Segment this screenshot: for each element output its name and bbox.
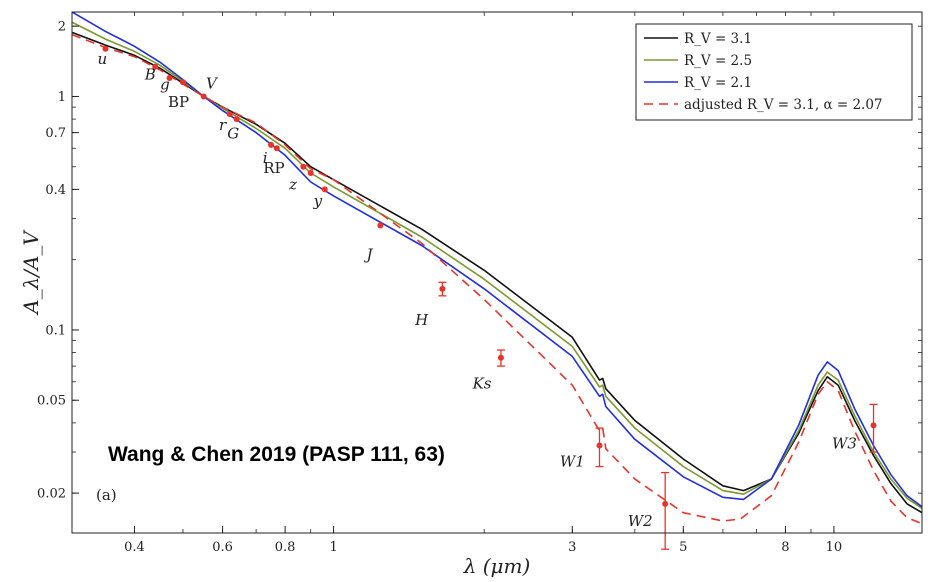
band-label-z: z xyxy=(288,175,297,193)
legend-box xyxy=(635,23,913,121)
measurement-point-H-13 xyxy=(439,285,446,292)
measurement-point-BP-3 xyxy=(179,79,186,86)
legend-label-4: adjusted R_V = 3.1, α = 2.07 xyxy=(684,97,883,113)
band-label-V: V xyxy=(206,75,219,93)
plot-frame xyxy=(71,11,923,534)
legend-label-3: R_V = 2.1 xyxy=(684,75,752,91)
measurement-point-u-0 xyxy=(102,45,109,52)
measurement-point-r-5 xyxy=(226,111,233,118)
panel-label: (a) xyxy=(96,486,117,504)
x-tick-label: 10 xyxy=(826,540,843,555)
measurement-point-i-7 xyxy=(268,141,275,148)
x-tick-label: 0.4 xyxy=(124,540,145,555)
measurement-point-B-1 xyxy=(152,63,159,70)
y-tick-label: 0.7 xyxy=(45,126,66,141)
measurement-point-W2-16 xyxy=(662,500,669,507)
band-label-g: g xyxy=(160,76,170,94)
measurement-point-Ks-14 xyxy=(497,354,504,361)
band-label-u: u xyxy=(98,50,108,68)
measurement-point-W1-15 xyxy=(596,442,603,449)
x-tick-label: 3 xyxy=(568,540,576,555)
band-label-r: r xyxy=(219,116,227,134)
legend-label-1: R_V = 3.1 xyxy=(684,31,752,47)
measurement-point-z-9 xyxy=(300,163,307,170)
band-label-B: B xyxy=(144,66,156,84)
measurement-point-g-2 xyxy=(166,74,173,81)
band-label-Ks: Ks xyxy=(472,375,492,393)
measurement-point-y-11 xyxy=(321,186,328,193)
measurement-point-V-4 xyxy=(200,93,207,100)
y-tick-label: 0.05 xyxy=(37,394,66,409)
legend: R_V = 3.1 R_V = 2.5 R_V = 2.1 adjusted R_V … xyxy=(635,23,913,121)
measurement-points xyxy=(102,45,878,550)
band-label-W2: W2 xyxy=(628,512,653,530)
measurement-point-J-12 xyxy=(377,222,384,229)
band-label-G: G xyxy=(227,125,239,143)
band-label-i: i xyxy=(263,149,268,167)
band-label-y: y xyxy=(313,192,323,210)
measurement-point-RP-8 xyxy=(273,145,280,152)
band-label-H: H xyxy=(414,311,429,329)
x-tick-label: 1 xyxy=(329,540,337,555)
x-tick-label: 0.8 xyxy=(275,540,296,555)
x-tick-label: 0.6 xyxy=(212,540,233,555)
y-axis-label: A_λ/A_V xyxy=(19,229,43,316)
axes: 0.4 0.6 0.8 1 3 5 8 10 0.02 0.05 0.1 0.4 0.7 1 2 xyxy=(37,11,923,555)
band-label-BP: BP xyxy=(168,93,189,111)
x-axis-label: λ (μm) xyxy=(463,554,531,578)
y-tick-label: 2 xyxy=(58,20,66,35)
x-tick-label: 5 xyxy=(679,540,687,555)
y-tick-label: 1 xyxy=(58,90,66,105)
y-tick-label: 0.4 xyxy=(45,183,66,198)
measurement-point-G-6 xyxy=(233,116,240,123)
x-tick-label: 8 xyxy=(781,540,789,555)
band-label-W3: W3 xyxy=(832,435,857,453)
source-annotation: Wang & Chen 2019 (PASP 111, 63) xyxy=(108,443,445,466)
measurement-point-z-10 xyxy=(307,170,314,177)
y-tick-label: 0.1 xyxy=(45,323,66,338)
measurement-point-W3-17 xyxy=(870,422,877,429)
band-label-W1: W1 xyxy=(560,453,585,471)
band-label-J: J xyxy=(364,246,374,264)
legend-label-2: R_V = 2.5 xyxy=(684,53,752,69)
y-tick-label: 0.02 xyxy=(37,487,66,502)
band-label-RP: RP xyxy=(263,159,284,177)
